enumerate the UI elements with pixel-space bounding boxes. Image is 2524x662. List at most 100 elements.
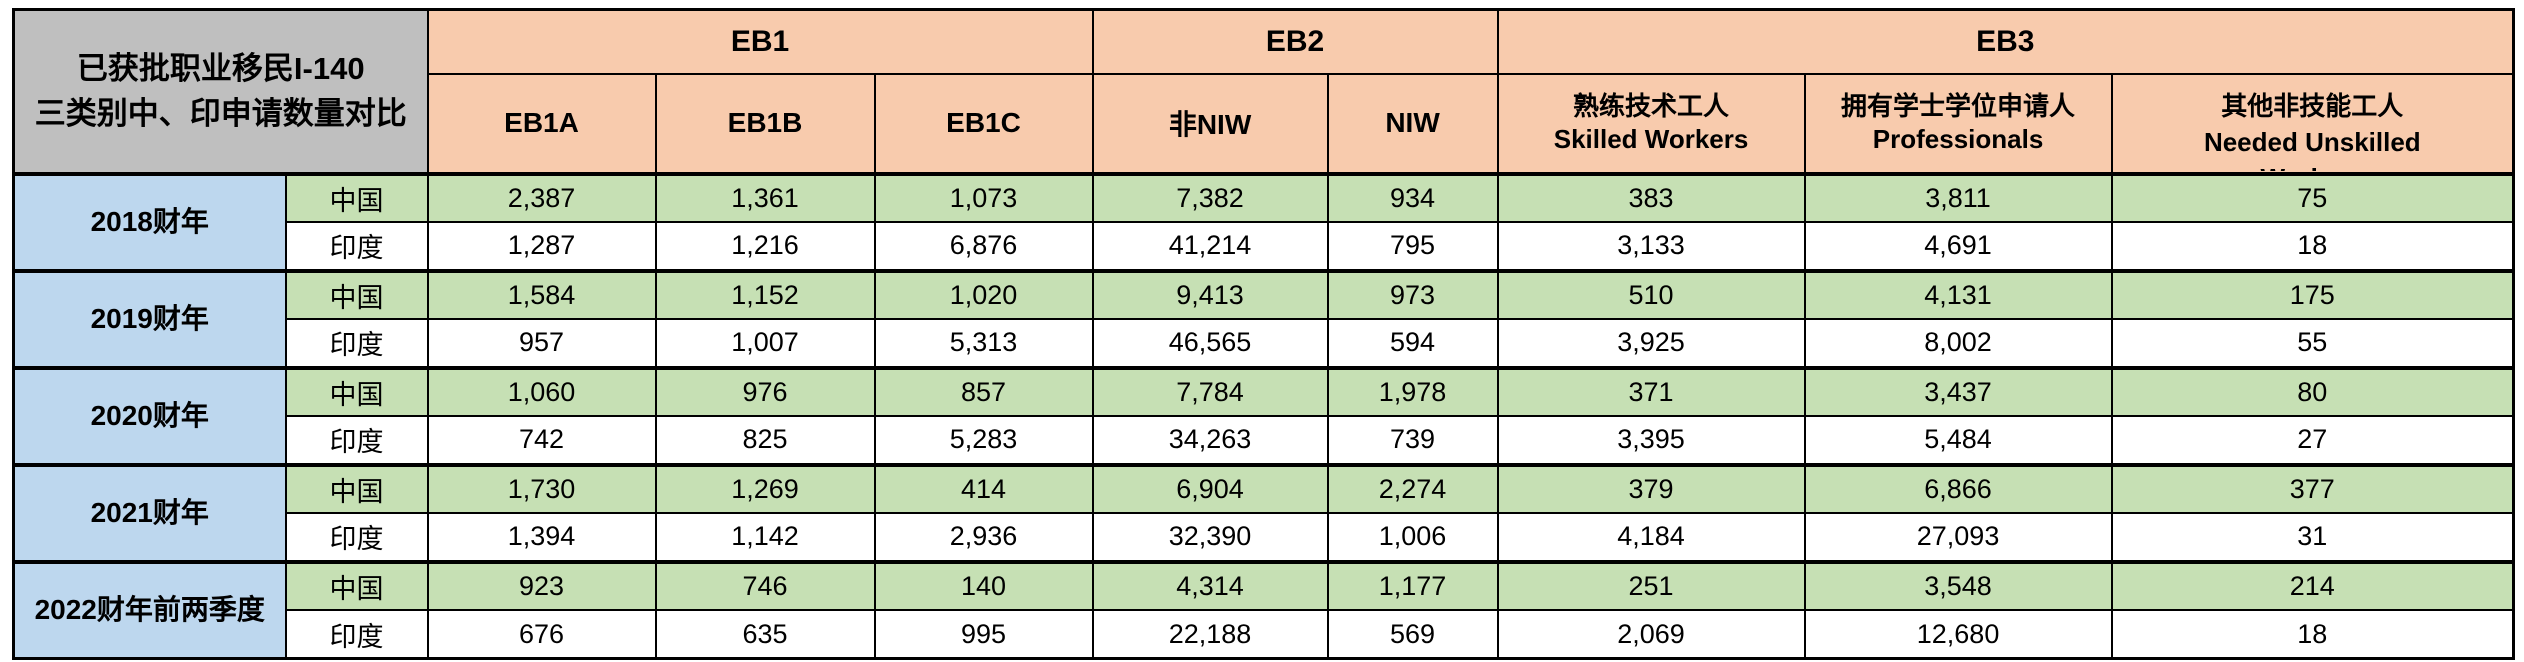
column-header-unskilled-workers: 其他非技能工人 Needed Unskilled Workers [2110, 72, 2515, 176]
column-header-unskilled-workers-text: 其他非技能工人 Needed Unskilled Workers [2114, 76, 2512, 170]
value-cell: 383 [1496, 171, 1806, 223]
value-cell: 1,269 [654, 462, 876, 514]
data-row: 印度 957 1,007 5,313 46,565 594 3,925 8,002 55 [14, 318, 2515, 369]
value-cell: 1,177 [1326, 559, 1499, 611]
i140-comparison-table: 已获批职业移民I-140 三类别中、印申请数量对比 EB1 EB2 EB3 EB… [12, 8, 2516, 660]
value-cell: 2,069 [1496, 609, 1806, 660]
value-cell: 31 [2110, 512, 2515, 563]
column-header-niw: NIW [1326, 72, 1499, 176]
value-cell: 3,437 [1803, 365, 2113, 417]
value-cell: 739 [1326, 415, 1499, 466]
value-cell: 3,133 [1496, 221, 1806, 272]
value-cell: 41,214 [1091, 221, 1329, 272]
value-cell: 676 [426, 609, 657, 660]
value-cell: 377 [2110, 462, 2515, 514]
column-group-eb1: EB1 [426, 8, 1094, 75]
column-header-professionals-en: Professionals [1872, 124, 2044, 154]
value-cell: 934 [1326, 171, 1499, 223]
value-cell: 9,413 [1091, 268, 1329, 320]
value-cell: 825 [654, 415, 876, 466]
data-row: 2020财年 中国 1,060 976 857 7,784 1,978 371 3,437 80 [12, 365, 2515, 466]
value-cell: 957 [426, 318, 657, 369]
value-cell: 2,274 [1326, 462, 1499, 514]
value-cell: 140 [873, 559, 1094, 611]
value-cell: 5,484 [1803, 415, 2113, 466]
value-cell: 1,287 [426, 221, 657, 272]
i140-comparison-sheet: 已获批职业移民I-140 三类别中、印申请数量对比 EB1 EB2 EB3 EB… [12, 8, 2516, 660]
data-row: 印度 1,394 1,142 2,936 32,390 1,006 4,184 27,093 3… [14, 512, 2515, 563]
country-cell: 中国 [284, 559, 429, 611]
value-cell: 22,188 [1091, 609, 1329, 660]
value-cell: 4,314 [1091, 559, 1329, 611]
value-cell: 75 [2110, 171, 2515, 223]
fiscal-year-cell: 2018财年 [12, 171, 287, 272]
column-group-eb3: EB3 [1496, 8, 2515, 75]
country-cell: 印度 [284, 415, 429, 466]
value-cell: 795 [1326, 221, 1499, 272]
value-cell: 4,131 [1803, 268, 2113, 320]
column-header-unskilled-workers-en: Needed Unskilled [2203, 126, 2421, 157]
value-cell: 742 [426, 415, 657, 466]
data-row: 印度 676 635 995 22,188 569 2,069 12,680 18 [14, 609, 2515, 660]
column-header-skilled-workers: 熟练技术工人 Skilled Workers [1496, 72, 1806, 176]
country-cell: 印度 [284, 318, 429, 369]
value-cell: 6,876 [873, 221, 1094, 272]
column-header-unskilled-workers-en2: Workers [2114, 160, 2512, 170]
value-cell: 3,811 [1803, 171, 2113, 223]
value-cell: 4,184 [1496, 512, 1806, 563]
country-cell: 中国 [284, 462, 429, 514]
value-cell: 6,866 [1803, 462, 2113, 514]
value-cell: 5,283 [873, 415, 1094, 466]
value-cell: 857 [873, 365, 1094, 417]
value-cell: 1,730 [426, 462, 657, 514]
value-cell: 32,390 [1091, 512, 1329, 563]
value-cell: 923 [426, 559, 657, 611]
column-header-eb1a: EB1A [426, 72, 657, 176]
column-header-unskilled-workers-zh: 其他非技能工人 [2221, 90, 2404, 121]
fiscal-year-cell: 2019财年 [12, 268, 287, 369]
value-cell: 27 [2110, 415, 2515, 466]
data-row: 印度 742 825 5,283 34,263 739 3,395 5,484 27 [14, 415, 2515, 466]
value-cell: 3,925 [1496, 318, 1806, 369]
value-cell: 1,007 [654, 318, 876, 369]
data-row: 2022财年前两季度 中国 923 746 140 4,314 1,177 251 3,548 2… [12, 559, 2515, 660]
data-row: 2018财年 中国 2,387 1,361 1,073 7,382 934 383 3,811 7… [12, 171, 2515, 272]
fiscal-year-cell: 2020财年 [12, 365, 287, 466]
value-cell: 1,142 [654, 512, 876, 563]
value-cell: 1,394 [426, 512, 657, 563]
value-cell: 2,387 [426, 171, 657, 223]
value-cell: 1,584 [426, 268, 657, 320]
column-header-non-niw: 非NIW [1091, 72, 1329, 176]
value-cell: 569 [1326, 609, 1499, 660]
value-cell: 6,904 [1091, 462, 1329, 514]
value-cell: 1,073 [873, 171, 1094, 223]
value-cell: 1,060 [426, 365, 657, 417]
value-cell: 746 [654, 559, 876, 611]
value-cell: 1,978 [1326, 365, 1499, 417]
value-cell: 1,020 [873, 268, 1094, 320]
table-title-line2: 三类别中、印申请数量对比 [34, 96, 407, 132]
value-cell: 379 [1496, 462, 1806, 514]
value-cell: 55 [2110, 318, 2515, 369]
value-cell: 27,093 [1803, 512, 2113, 563]
value-cell: 175 [2110, 268, 2515, 320]
column-header-eb1b: EB1B [654, 72, 876, 176]
value-cell: 1,361 [654, 171, 876, 223]
table-body: 2018财年 中国 2,387 1,361 1,073 7,382 934 383 3,811 7… [12, 171, 2515, 660]
value-cell: 7,784 [1091, 365, 1329, 417]
value-cell: 995 [873, 609, 1094, 660]
value-cell: 12,680 [1803, 609, 2113, 660]
value-cell: 973 [1326, 268, 1499, 320]
value-cell: 371 [1496, 365, 1806, 417]
country-cell: 中国 [284, 268, 429, 320]
column-header-skilled-workers-zh: 熟练技术工人 [1573, 91, 1730, 121]
value-cell: 4,691 [1803, 221, 2113, 272]
value-cell: 5,313 [873, 318, 1094, 369]
value-cell: 594 [1326, 318, 1499, 369]
table-title-line1: 已获批职业移民I-140 [76, 51, 365, 87]
column-header-eb1c: EB1C [873, 72, 1094, 176]
column-header-professionals-zh: 拥有学士学位申请人 [1841, 91, 2076, 121]
value-cell: 976 [654, 365, 876, 417]
value-cell: 635 [654, 609, 876, 660]
value-cell: 80 [2110, 365, 2515, 417]
